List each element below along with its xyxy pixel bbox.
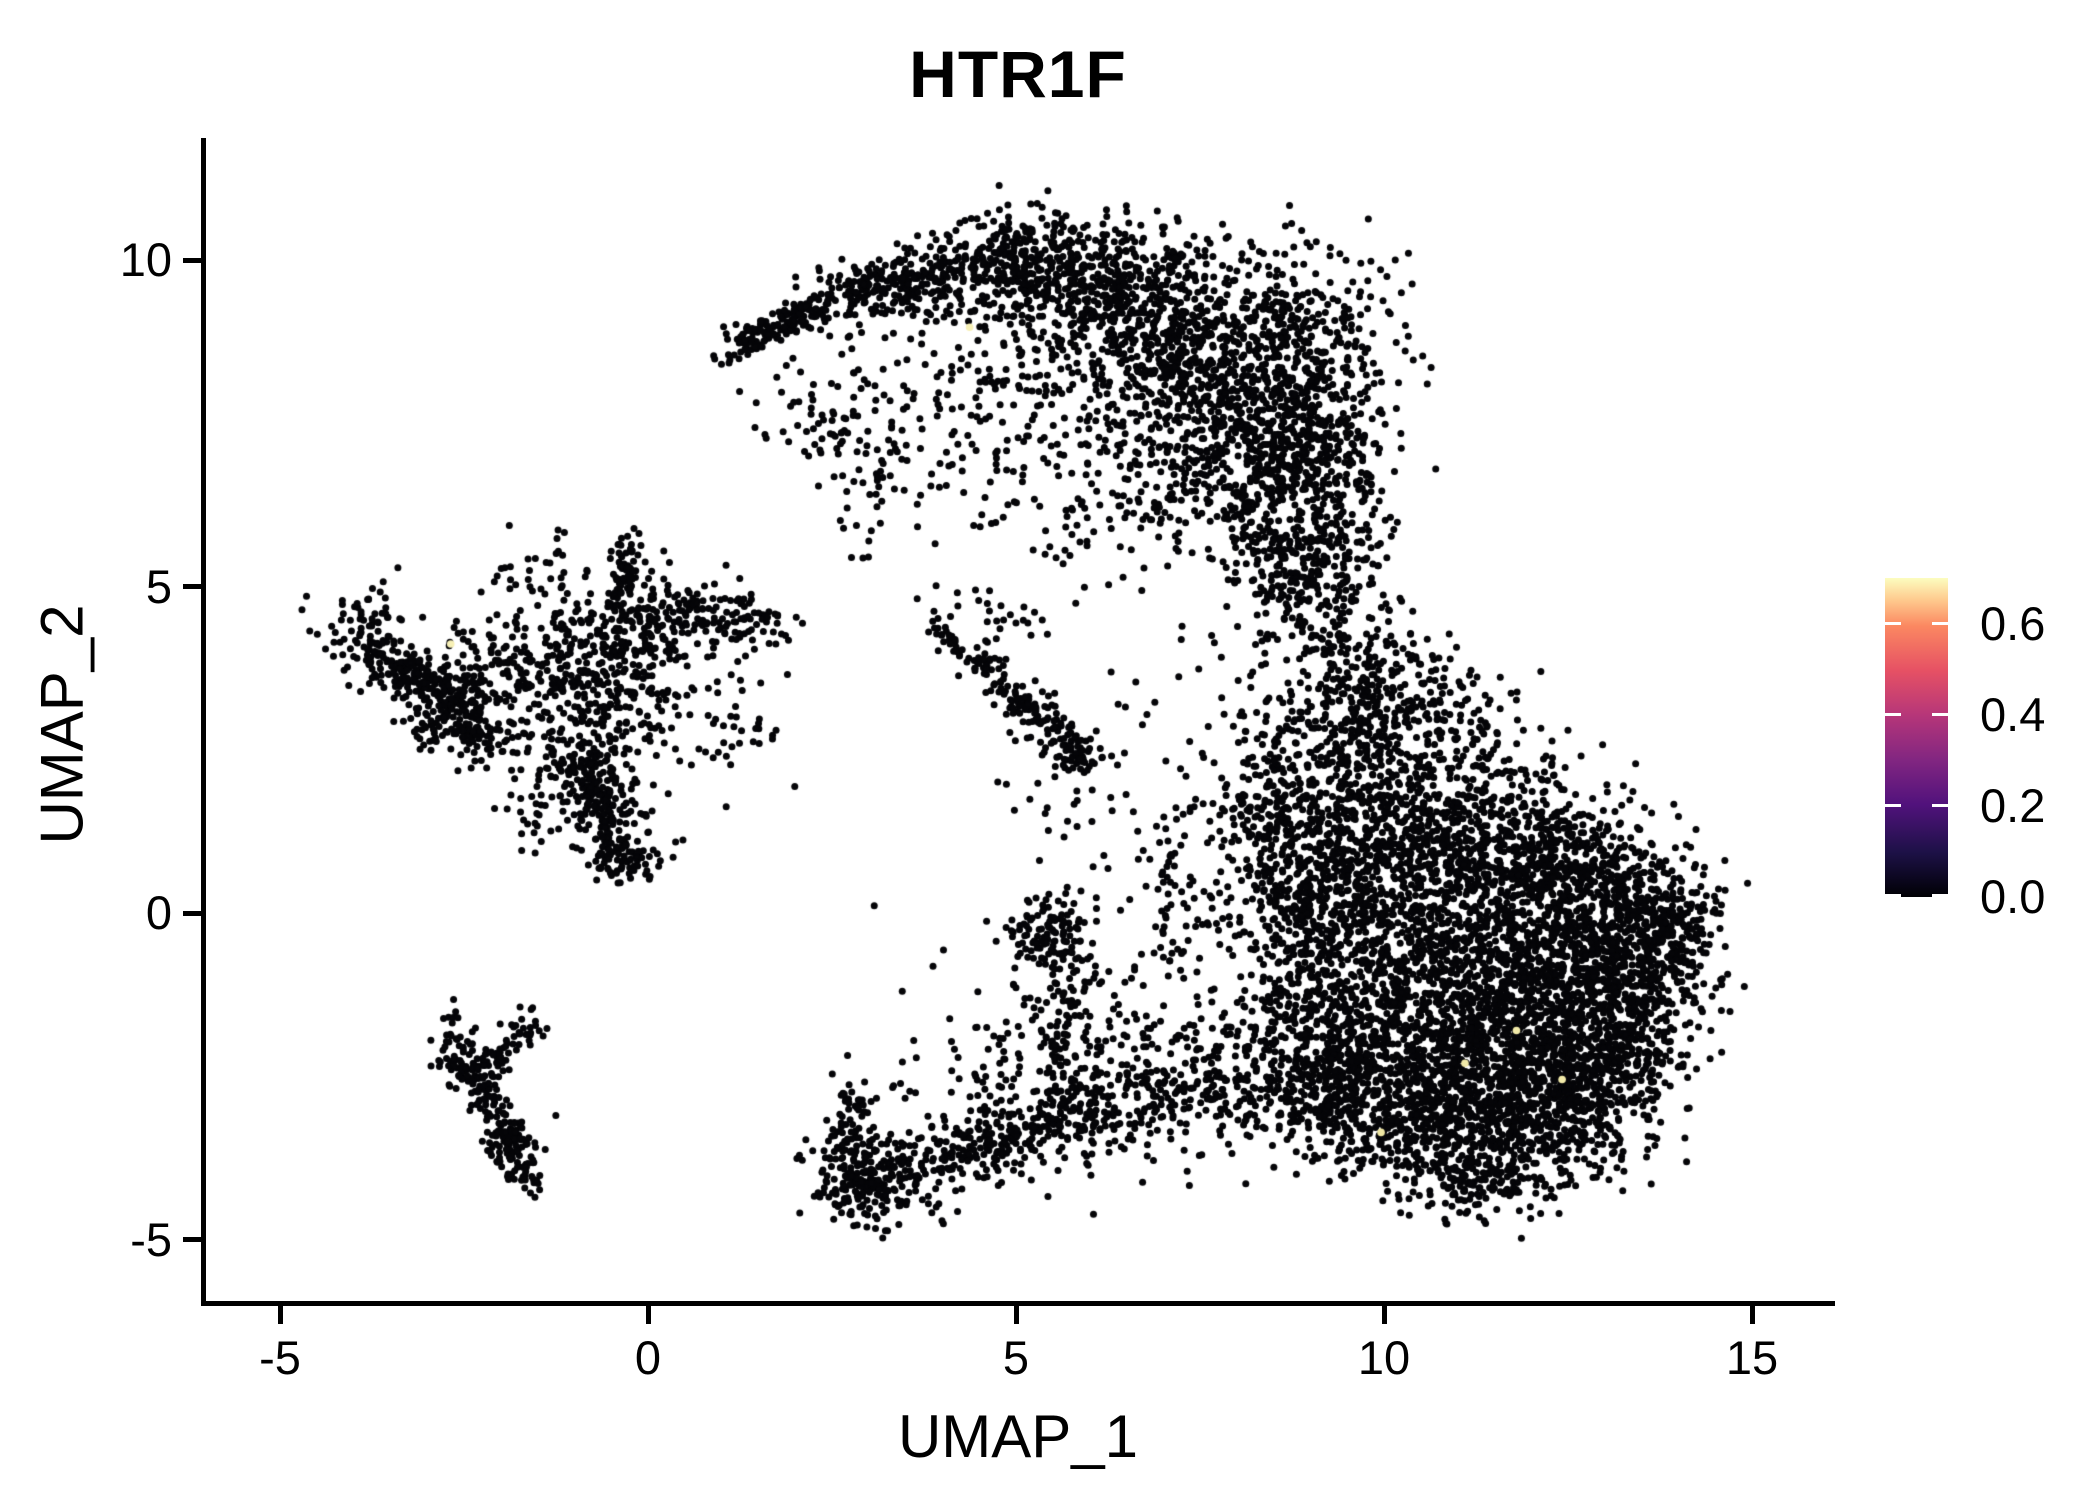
- y-tick-mark: [183, 257, 201, 263]
- colorbar-tick-mark: [1932, 622, 1948, 626]
- colorbar-tick-label: 0.2: [1980, 778, 2046, 832]
- y-tick-label: 5: [145, 559, 172, 613]
- colorbar-tick-label: 0.6: [1980, 596, 2046, 650]
- y-tick-label: 10: [119, 233, 172, 286]
- y-tick-mark: [183, 584, 201, 589]
- y-axis-label: UMAP_2: [28, 604, 96, 845]
- colorbar-tick-mark: [1885, 622, 1901, 626]
- colorbar-tick-mark: [1885, 713, 1901, 717]
- colorbar-tick-mark: [1885, 894, 1901, 897]
- x-tick-mark: [1013, 1306, 1019, 1324]
- x-tick-label: 10: [1357, 1331, 1411, 1384]
- x-axis-line: [201, 1301, 1835, 1306]
- y-axis-line: [201, 138, 206, 1306]
- colorbar-tick-mark: [1932, 804, 1948, 808]
- colorbar-tick-mark: [1932, 894, 1948, 897]
- x-tick-label: 0: [634, 1331, 662, 1384]
- colorbar-tick-mark: [1932, 713, 1948, 717]
- chart-title: HTR1F: [909, 37, 1127, 111]
- y-tick-label: 0: [145, 886, 172, 939]
- y-tick-mark: [183, 1237, 201, 1242]
- colorbar-tick-label: 0.4: [1980, 687, 2046, 741]
- x-tick-mark: [277, 1306, 283, 1324]
- x-tick-mark: [1381, 1306, 1387, 1324]
- x-tick-mark: [645, 1306, 651, 1324]
- x-tick-label: 5: [1002, 1331, 1030, 1384]
- colorbar-gradient: [1885, 578, 1948, 897]
- y-tick-mark: [183, 910, 201, 916]
- x-axis-label: UMAP_1: [897, 1403, 1139, 1470]
- x-tick-label: -5: [259, 1331, 301, 1384]
- y-tick-label: -5: [130, 1212, 172, 1266]
- colorbar-tick-label: 0.0: [1980, 870, 2046, 923]
- colorbar-tick-mark: [1885, 804, 1901, 808]
- x-tick-label: 15: [1725, 1331, 1779, 1384]
- x-tick-mark: [1749, 1306, 1755, 1324]
